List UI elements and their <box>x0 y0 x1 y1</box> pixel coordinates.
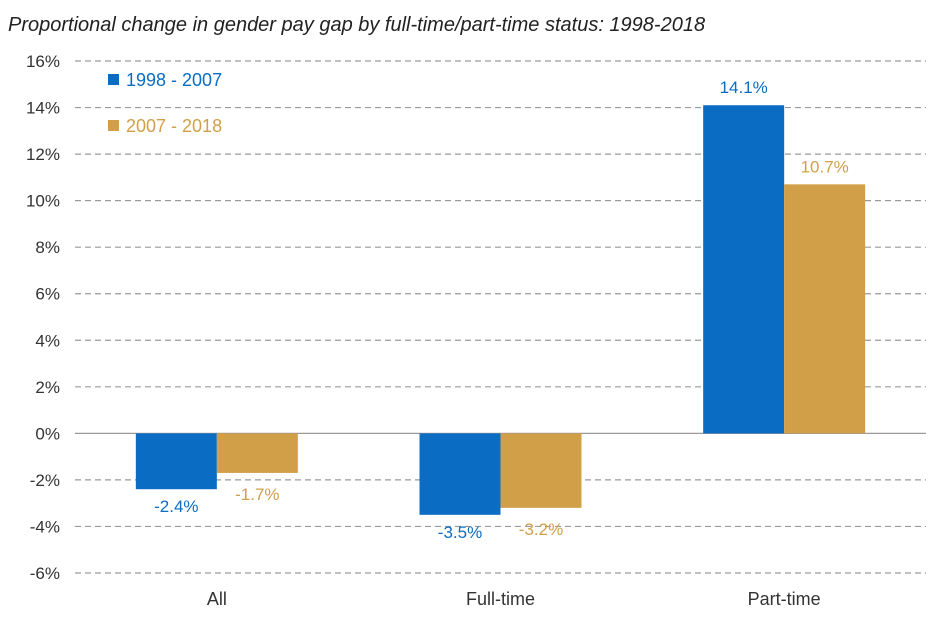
bar-all-series-1[interactable] <box>135 433 217 490</box>
chart-title: Proportional change in gender pay gap by… <box>8 14 706 36</box>
bar-full-time-series-2[interactable] <box>500 433 582 508</box>
y-tick-label: 0% <box>35 424 60 443</box>
y-axis: -6% -4% -2% 0% 2% 4% 6% 8% 10% 12% 14% 16% <box>26 52 60 583</box>
x-tick-label: All <box>207 589 227 609</box>
data-label: -2.4% <box>154 497 198 516</box>
data-label: -3.5% <box>438 523 482 542</box>
y-tick-label: 6% <box>35 285 60 304</box>
legend: 1998 - 2007 2007 - 2018 <box>108 70 222 136</box>
y-tick-label: 2% <box>35 378 60 397</box>
bar-part-time-series-1[interactable] <box>703 105 785 434</box>
bars <box>135 105 866 515</box>
y-tick-label: -6% <box>30 564 60 583</box>
data-label: 14.1% <box>720 78 768 97</box>
x-axis: All Full-time Part-time <box>207 589 821 609</box>
bar-all-series-2[interactable] <box>216 433 298 473</box>
y-tick-label: -2% <box>30 471 60 490</box>
bar-part-time-series-2[interactable] <box>784 184 866 434</box>
y-tick-label: 4% <box>35 331 60 350</box>
data-labels: -2.4% -1.7% -3.5% -3.2% 14.1% 10.7% <box>154 78 849 542</box>
y-tick-label: 12% <box>26 145 60 164</box>
y-tick-label: -4% <box>30 517 60 536</box>
x-tick-label: Full-time <box>466 589 535 609</box>
y-tick-label: 14% <box>26 99 60 118</box>
data-label: -1.7% <box>235 485 279 504</box>
bar-full-time-series-1[interactable] <box>419 433 501 515</box>
legend-swatch <box>108 74 119 85</box>
legend-swatch <box>108 120 119 131</box>
x-tick-label: Part-time <box>748 589 821 609</box>
legend-label: 1998 - 2007 <box>126 70 222 90</box>
y-tick-label: 16% <box>26 52 60 71</box>
y-tick-label: 10% <box>26 192 60 211</box>
data-label: -3.2% <box>519 520 563 539</box>
data-label: 10.7% <box>801 157 849 176</box>
legend-label: 2007 - 2018 <box>126 116 222 136</box>
y-tick-label: 8% <box>35 238 60 257</box>
